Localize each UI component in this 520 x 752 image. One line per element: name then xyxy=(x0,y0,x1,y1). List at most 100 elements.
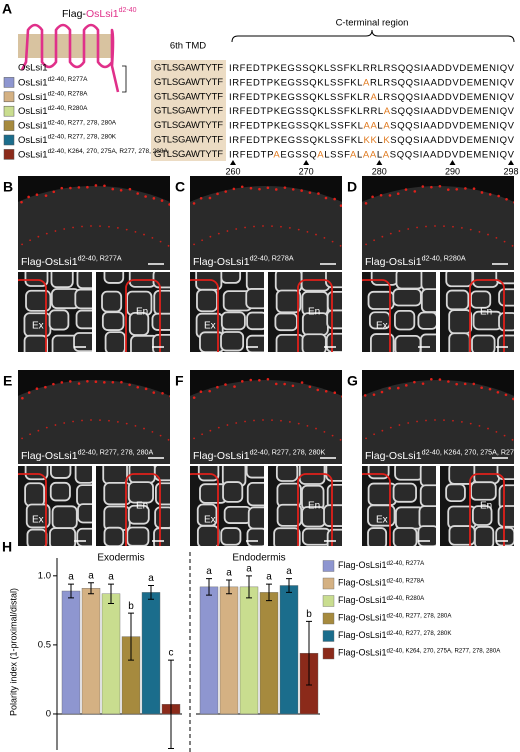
label-superscript: d2-40, K264, 270, 275A, R277, 278, 280A xyxy=(387,647,502,654)
red-signal xyxy=(297,228,300,231)
cell-wall xyxy=(25,289,52,312)
construct-name: OsLsi1d2-40, R277, 278, 280A xyxy=(18,119,117,131)
panel-letter: A xyxy=(2,1,12,17)
red-signal xyxy=(192,202,196,205)
red-signal xyxy=(464,187,467,190)
region-brace xyxy=(231,29,515,43)
red-signal xyxy=(232,187,236,191)
red-signal xyxy=(93,300,96,303)
red-signal xyxy=(349,402,352,405)
red-signal xyxy=(421,185,425,188)
bar xyxy=(141,592,161,715)
cell-wall xyxy=(275,289,302,314)
cell-wall xyxy=(153,289,170,316)
residue-number: 260 xyxy=(225,166,240,176)
residue-marker xyxy=(508,160,514,165)
cell-wall xyxy=(448,309,473,335)
cell-wall xyxy=(246,311,264,331)
region-label: C-terminal region xyxy=(336,18,409,29)
red-signal xyxy=(176,206,179,209)
bar xyxy=(239,586,259,715)
cterm-sequence: IRFEDTPKEGSSQKLSSFKLRRLASQQSIAADDVDEMENI… xyxy=(229,106,515,117)
cell-wall xyxy=(25,503,51,529)
red-signal xyxy=(512,397,514,401)
red-signal xyxy=(216,192,219,196)
red-signal xyxy=(425,225,427,228)
red-signal xyxy=(13,248,15,250)
red-signal xyxy=(300,189,303,192)
construct-name: OsLsi1 xyxy=(86,8,119,20)
cell-wall xyxy=(127,504,150,525)
panel-letter: F xyxy=(175,373,184,389)
red-signal xyxy=(355,255,357,257)
red-signal xyxy=(455,382,458,386)
red-signal xyxy=(348,206,351,209)
label-superscript: d2-40, R277, 278, 280K xyxy=(250,448,326,456)
red-signal xyxy=(60,381,64,384)
label-superscript: d2-40, R277A xyxy=(387,559,426,566)
cell-wall xyxy=(51,505,78,530)
cell-wall xyxy=(497,505,514,528)
bar xyxy=(259,592,279,715)
red-signal xyxy=(119,188,123,192)
red-signal xyxy=(404,384,408,387)
cell-wall xyxy=(245,272,264,291)
red-signal xyxy=(81,419,83,422)
label-superscript: d2-40, R277, 278, 280A xyxy=(387,612,453,619)
legend-swatch xyxy=(322,595,335,607)
red-signal xyxy=(45,426,48,429)
red-signal xyxy=(184,209,187,212)
cell-wall xyxy=(246,527,264,546)
tmd-sequence: GTLSGAWTYTF xyxy=(154,149,223,160)
cterm-sequence: IRFEDTPKEGSSQKLSSFKLAALASQQSIAADDVDEMENI… xyxy=(229,120,515,131)
red-signal xyxy=(416,420,418,423)
red-signal xyxy=(125,228,128,231)
cell-wall xyxy=(220,272,242,284)
tmd-label: 6th TMD xyxy=(170,41,206,52)
red-signal xyxy=(437,489,440,492)
membrane xyxy=(18,34,112,58)
red-signal xyxy=(350,447,352,449)
construct-title: Flag-OsLsi1d2-40 xyxy=(62,7,137,20)
error-bar xyxy=(128,612,134,661)
red-membrane xyxy=(362,473,391,546)
residue-number: 270 xyxy=(299,166,314,176)
red-signal xyxy=(331,434,334,437)
mutated-residue: A xyxy=(383,120,390,131)
red-signal xyxy=(178,447,180,449)
cell-wall xyxy=(196,288,218,313)
residue-marker xyxy=(230,160,236,165)
error-bar xyxy=(68,583,74,599)
red-signal xyxy=(355,406,358,409)
red-signal xyxy=(116,227,119,229)
bar xyxy=(101,593,121,715)
mutated-residue: KK xyxy=(364,135,378,146)
cell-wall xyxy=(448,466,476,485)
label-superscript: d2-40, K264, 270, 275A, R277, 278, 280A xyxy=(422,448,520,456)
red-signal xyxy=(488,193,492,196)
cell-wall xyxy=(127,481,154,504)
red-signal xyxy=(93,485,96,488)
cell-wall xyxy=(417,311,436,330)
red-signal xyxy=(297,422,300,425)
red-signal xyxy=(183,449,185,451)
cell-wall xyxy=(470,481,497,501)
red-signal xyxy=(209,235,212,238)
red-signal xyxy=(495,236,498,239)
construct-swatch xyxy=(3,91,15,103)
panel-letter: H xyxy=(2,539,12,555)
label-superscript: d2-40, R280A xyxy=(422,254,466,262)
significance-letter: a xyxy=(246,563,252,574)
cell-wall xyxy=(48,309,70,331)
cell-wall xyxy=(420,288,436,313)
error-bar xyxy=(168,659,174,749)
label-base: Flag-OsLsi1 xyxy=(365,450,422,462)
micrograph-zoom xyxy=(268,466,342,546)
cell-wall xyxy=(75,309,92,330)
residue-marker xyxy=(449,160,456,165)
legend-label: Flag-OsLsi1d2-40, R277A xyxy=(338,559,425,570)
bar xyxy=(219,586,239,715)
red-signal xyxy=(513,201,514,204)
residue-run: IRFEDTP xyxy=(229,149,273,160)
cell-wall xyxy=(49,481,71,502)
